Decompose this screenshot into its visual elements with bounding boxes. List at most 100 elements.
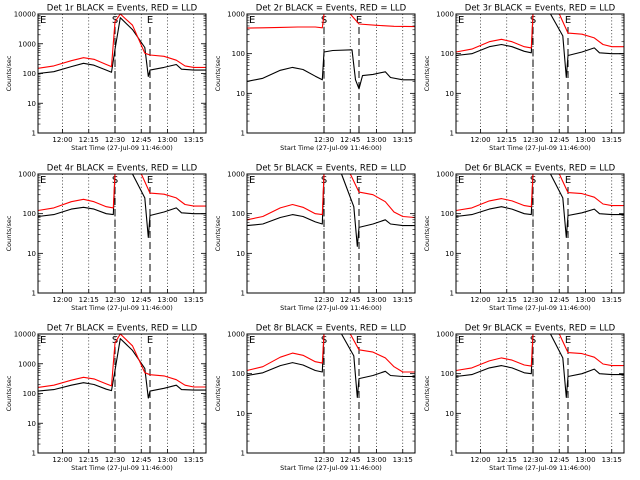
det-2-y-axis-label: Counts/sec <box>214 55 222 91</box>
det-4-title: Det 4r BLACK = Events, RED = LLD <box>47 164 198 174</box>
det-3-end-marker-label: E <box>565 15 571 26</box>
det-3-x-tick-label: 13:15 <box>602 136 622 144</box>
det-1-x-tick-label: 13:15 <box>184 136 204 144</box>
det-5-title: Det 5r BLACK = Events, RED = LLD <box>256 164 407 174</box>
det-8-x-tick-label: 13:15 <box>393 456 413 464</box>
det-3-y-tick-label: 1000 <box>436 11 454 19</box>
det-2-lld-line <box>246 13 416 29</box>
det-9-title: Det 9r BLACK = Events, RED = LLD <box>465 324 616 334</box>
det-1-title: Det 1r BLACK = Events, RED = LLD <box>47 4 198 14</box>
det-2-events-line <box>246 49 415 90</box>
det-9-y-tick-label: 10 <box>445 410 454 418</box>
det-2-title: Det 2r BLACK = Events, RED = LLD <box>256 4 407 14</box>
det-5-end-marker-label: E <box>356 175 362 186</box>
det-6-y-tick-label: 10 <box>445 250 454 258</box>
det-7-plot-frame <box>37 333 207 454</box>
det-2-y-tick-label: 100 <box>232 50 245 58</box>
det-8-x-axis-label: Start Time (27-Jul-09 11:46:00) <box>280 464 382 472</box>
det-8-y-tick-label: 10 <box>236 410 245 418</box>
det-4-x-tick-label: 12:30 <box>105 296 125 304</box>
det-7-x-tick-label: 12:00 <box>52 456 72 464</box>
det-3-x-tick-label: 12:15 <box>497 136 517 144</box>
det-2-x-tick-label: 13:00 <box>366 136 386 144</box>
det-3-x-tick-label: 12:45 <box>549 136 569 144</box>
det-3-y-tick-label: 100 <box>441 50 454 58</box>
det-1-events-line <box>37 17 206 77</box>
det-7-y-axis-label: Counts/sec <box>5 375 13 411</box>
det-7-y-tick-label: 1000 <box>18 360 36 368</box>
det-3-x-axis-label: Start Time (27-Jul-09 11:46:00) <box>489 144 591 152</box>
det-3-y-tick-label: 1 <box>450 130 454 138</box>
det-7-x-axis-label: Start Time (27-Jul-09 11:46:00) <box>71 464 173 472</box>
det-8-plot-frame <box>246 333 416 454</box>
det-5-lld-line <box>246 173 416 221</box>
det-9-y-tick-label: 1000 <box>436 331 454 339</box>
det-1-end-marker-label: E <box>147 15 153 26</box>
det-7-start-marker-label: S <box>112 335 118 346</box>
det-9-edge-marker-label: E <box>458 335 464 346</box>
det-1-x-tick-label: 12:30 <box>105 136 125 144</box>
det-8-x-tick-label: 12:30 <box>314 456 334 464</box>
det-4-events-line <box>37 173 206 239</box>
det-9-x-tick-label: 13:15 <box>602 456 622 464</box>
det-4-y-tick-label: 1000 <box>18 171 36 179</box>
det-3-edge-marker-label: E <box>458 15 464 26</box>
det-7-lld-line <box>37 333 206 388</box>
det-8-y-tick-label: 100 <box>232 370 245 378</box>
det-1-start-marker-label: S <box>112 15 118 26</box>
det-7-x-tick-label: 13:00 <box>157 456 177 464</box>
det-6-x-tick-label: 13:00 <box>575 296 595 304</box>
det-2-y-tick-label: 10 <box>236 90 245 98</box>
det-4-y-tick-label: 10 <box>27 250 36 258</box>
det-3-plot-frame <box>455 13 625 134</box>
det-6-x-tick-label: 12:00 <box>470 296 490 304</box>
det-6-y-tick-label: 100 <box>441 210 454 218</box>
det-1-edge-marker-label: E <box>40 15 46 26</box>
det-9-events-line <box>455 333 624 399</box>
det-1-plot-frame <box>37 13 207 134</box>
det-7-x-tick-label: 12:30 <box>105 456 125 464</box>
det-4-edge-marker-label: E <box>40 175 46 186</box>
det-4-x-tick-label: 12:15 <box>79 296 99 304</box>
det-6-y-tick-label: 1 <box>450 290 454 298</box>
det-9-end-marker-label: E <box>565 335 571 346</box>
det-6-title: Det 6r BLACK = Events, RED = LLD <box>465 164 616 174</box>
det-7-y-tick-label: 100 <box>23 390 36 398</box>
det-9-x-tick-label: 13:00 <box>575 456 595 464</box>
det-7-x-tick-label: 12:45 <box>131 456 151 464</box>
det-1-y-tick-label: 10 <box>27 100 36 108</box>
det-5-x-axis-label: Start Time (27-Jul-09 11:46:00) <box>280 304 382 312</box>
det-1-y-tick-label: 10000 <box>14 11 36 19</box>
det-6-x-tick-label: 12:45 <box>549 296 569 304</box>
det-9-x-tick-label: 12:30 <box>523 456 543 464</box>
det-7-y-tick-label: 1 <box>32 450 36 458</box>
det-2-start-marker-label: S <box>321 15 327 26</box>
det-6-events-line <box>455 173 624 239</box>
det-5-x-tick-label: 13:15 <box>393 296 413 304</box>
det-3-x-tick-label: 12:00 <box>470 136 490 144</box>
det-8-x-tick-label: 13:00 <box>366 456 386 464</box>
det-9-x-tick-label: 12:15 <box>497 456 517 464</box>
det-3-events-line <box>455 13 624 79</box>
det-5-events-line <box>246 173 415 247</box>
det-2-y-tick-label: 1 <box>241 130 245 138</box>
det-9-y-axis-label: Counts/sec <box>423 375 431 411</box>
det-6-lld-line <box>455 173 624 212</box>
det-5-x-tick-label: 12:30 <box>314 296 334 304</box>
det-9-x-axis-label: Start Time (27-Jul-09 11:46:00) <box>489 464 591 472</box>
det-8-lld-line <box>246 333 415 373</box>
det-6-x-axis-label: Start Time (27-Jul-09 11:46:00) <box>489 304 591 312</box>
det-2-x-tick-label: 13:15 <box>393 136 413 144</box>
det-6-edge-marker-label: E <box>458 175 464 186</box>
det-5-x-tick-label: 12:45 <box>340 296 360 304</box>
det-1-y-tick-label: 100 <box>23 70 36 78</box>
det-4-y-axis-label: Counts/sec <box>5 215 13 251</box>
det-1-lld-line <box>37 13 206 69</box>
det-4-x-axis-label: Start Time (27-Jul-09 11:46:00) <box>71 304 173 312</box>
det-8-y-axis-label: Counts/sec <box>214 375 222 411</box>
det-5-y-tick-label: 1000 <box>227 171 245 179</box>
det-5-plot-frame <box>246 173 416 294</box>
det-4-x-tick-label: 13:15 <box>184 296 204 304</box>
